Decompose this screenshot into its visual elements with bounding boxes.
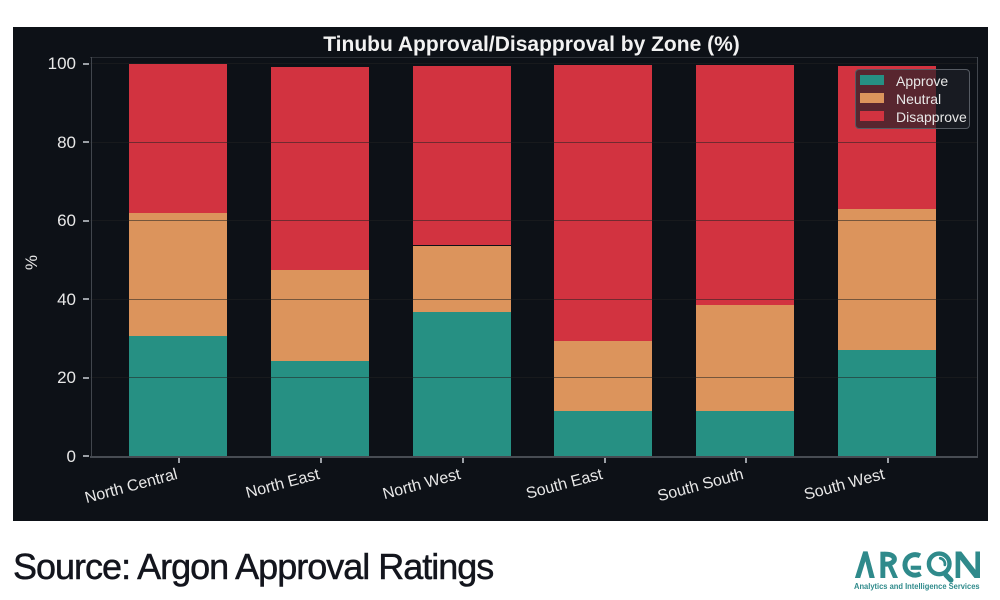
svg-text:Analytics and Intelligence Ser: Analytics and Intelligence Services [854,581,980,591]
